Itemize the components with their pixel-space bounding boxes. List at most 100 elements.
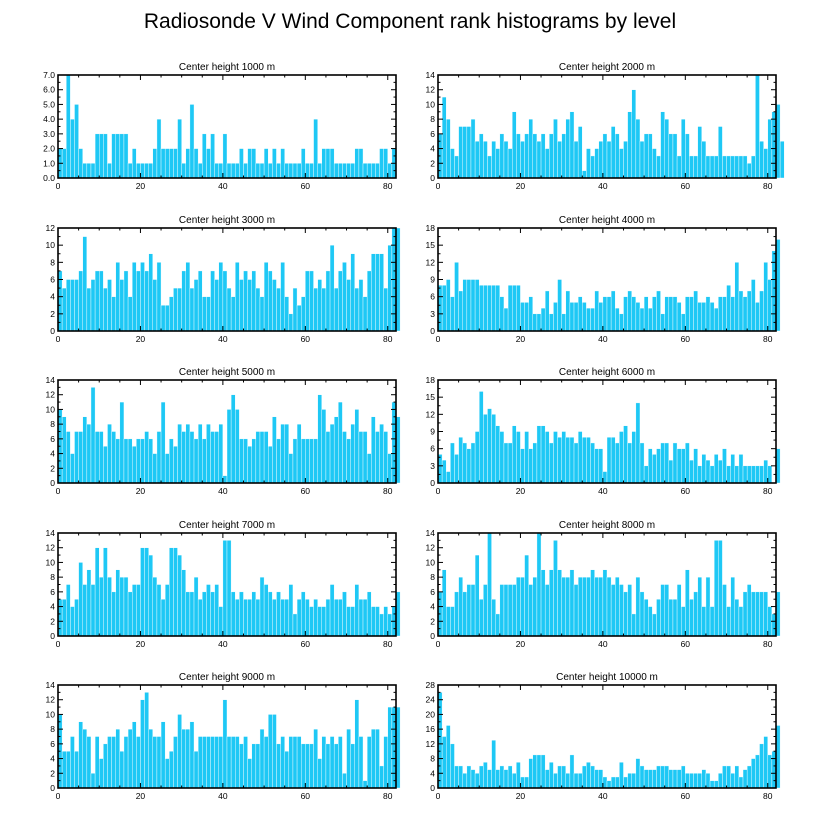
histogram-bar xyxy=(573,302,579,332)
histogram-bar xyxy=(466,126,472,179)
histogram-bar xyxy=(557,569,562,637)
histogram-bar xyxy=(582,576,587,637)
histogram-bar xyxy=(152,279,158,332)
histogram-bar xyxy=(164,584,170,637)
histogram-bar xyxy=(697,576,703,637)
histogram-bar xyxy=(639,307,645,332)
x-tick-label: 80 xyxy=(383,334,393,344)
histogram-bar xyxy=(144,163,149,179)
histogram-bar xyxy=(462,591,468,637)
x-tick-label: 20 xyxy=(136,181,146,191)
histogram-bar xyxy=(61,287,67,332)
histogram-bar xyxy=(590,442,595,484)
histogram-bar xyxy=(528,296,534,332)
histogram-bar xyxy=(61,599,67,637)
histogram-bar xyxy=(197,163,203,179)
histogram-bar xyxy=(569,754,575,789)
x-tick-label: 0 xyxy=(56,334,61,344)
histogram-bar xyxy=(74,279,79,332)
histogram-bar xyxy=(722,584,727,637)
x-tick-label: 20 xyxy=(516,334,526,344)
histogram-bar xyxy=(598,448,604,484)
histogram-bar xyxy=(635,118,641,179)
histogram-bar xyxy=(214,431,219,484)
histogram-bar xyxy=(656,290,661,332)
histogram-bar xyxy=(516,762,521,789)
histogram-bar xyxy=(358,148,364,179)
histogram-bar xyxy=(156,262,162,332)
histogram-bar xyxy=(516,133,521,179)
histogram-bar xyxy=(709,302,715,332)
y-tick-label: 6.0 xyxy=(43,85,55,95)
histogram-bar xyxy=(755,754,760,789)
y-tick-label: 6 xyxy=(50,275,55,285)
histogram-bar xyxy=(115,438,121,484)
histogram-bar xyxy=(243,438,248,484)
x-tick-label: 20 xyxy=(516,639,526,649)
histogram-bar xyxy=(362,296,368,332)
histogram-bar xyxy=(565,437,571,484)
histogram-bar xyxy=(643,465,649,484)
histogram-bar xyxy=(610,290,616,332)
histogram-bar xyxy=(648,133,653,179)
histogram-panel: Center height 6000 m 0 20 40 60 80 0 3 6 9 12 15 18 xyxy=(426,367,781,496)
histogram-bar xyxy=(160,305,166,332)
histogram-bar xyxy=(371,416,376,484)
histogram-bar xyxy=(627,290,632,332)
panel-title: Center height 10000 m xyxy=(556,672,658,683)
histogram-bar xyxy=(103,446,108,484)
histogram-bar xyxy=(189,591,195,637)
histogram-bar xyxy=(610,584,616,637)
histogram-bar xyxy=(66,74,71,179)
histogram-bar xyxy=(202,438,207,484)
histogram-bar xyxy=(74,104,79,179)
histogram-bar xyxy=(288,453,294,484)
histogram-bar xyxy=(325,431,331,484)
histogram-bar xyxy=(627,773,632,789)
histogram-bar xyxy=(730,296,735,332)
y-tick-label: 0 xyxy=(430,783,435,793)
histogram-bar xyxy=(466,279,472,332)
histogram-bar xyxy=(623,296,628,332)
histogram-bar xyxy=(383,287,388,332)
histogram-bar xyxy=(462,126,468,179)
y-tick-label: 0.0 xyxy=(43,173,55,183)
histogram-bar xyxy=(235,262,240,332)
histogram-bar xyxy=(553,540,558,637)
histogram-bar xyxy=(491,285,496,332)
histogram-bar xyxy=(152,148,158,179)
histogram-bar xyxy=(206,584,211,637)
histogram-bar xyxy=(107,279,112,332)
histogram-bar xyxy=(358,599,364,637)
histogram-bar xyxy=(218,423,224,484)
histogram-bar xyxy=(705,773,711,789)
histogram-bar xyxy=(734,155,740,179)
x-tick-label: 80 xyxy=(383,486,393,496)
histogram-bar xyxy=(160,721,166,789)
histogram-bar xyxy=(111,736,116,789)
y-tick-label: 10 xyxy=(46,240,56,250)
histogram-bar xyxy=(342,431,347,484)
histogram-bar xyxy=(701,454,707,484)
histogram-bar xyxy=(507,442,513,484)
histogram-bar xyxy=(759,591,764,637)
histogram-bar xyxy=(317,394,323,484)
histogram-bar xyxy=(379,765,384,789)
histogram-bar xyxy=(239,148,244,179)
histogram-bar xyxy=(366,453,372,484)
histogram-bar xyxy=(280,736,285,789)
histogram-bar xyxy=(276,163,281,179)
histogram-bar xyxy=(470,584,476,637)
histogram-bar xyxy=(193,576,199,637)
histogram-bar xyxy=(226,736,232,789)
histogram-bar xyxy=(549,313,554,332)
histogram-bar xyxy=(470,279,476,332)
histogram-bar xyxy=(569,302,575,332)
histogram-bar xyxy=(450,743,455,789)
histogram-bar xyxy=(685,133,690,179)
x-tick-label: 0 xyxy=(56,181,61,191)
y-tick-label: 14 xyxy=(46,375,56,385)
histogram-bar xyxy=(70,606,75,637)
x-tick-label: 20 xyxy=(516,486,526,496)
histogram-bar xyxy=(487,155,492,179)
